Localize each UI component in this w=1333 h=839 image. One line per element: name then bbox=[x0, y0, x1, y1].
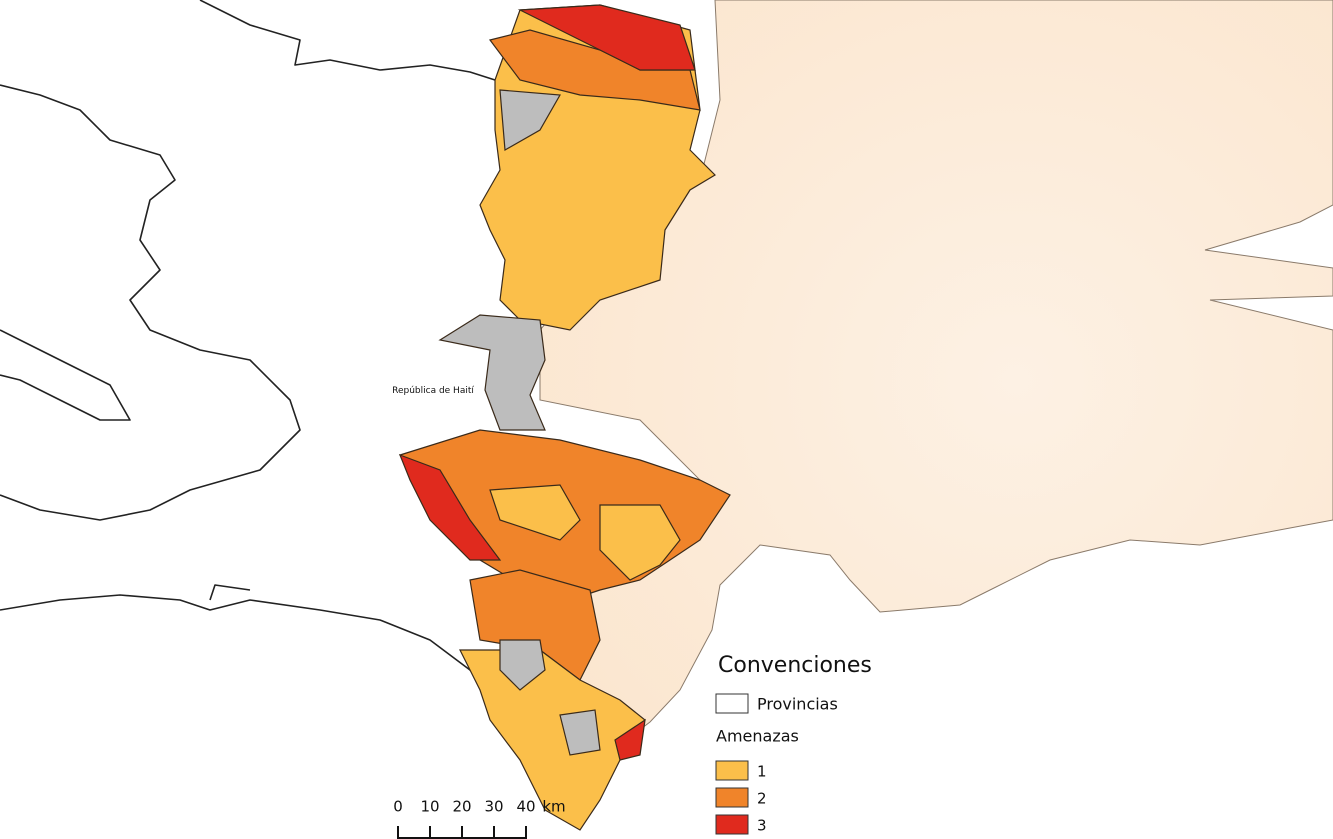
hazard-legend: 1 2 3 bbox=[715, 760, 767, 835]
legend-label: 3 bbox=[757, 817, 767, 835]
legend-swatch bbox=[715, 760, 749, 781]
legend-title: Convenciones bbox=[718, 653, 872, 678]
scale-label: 40 bbox=[516, 798, 535, 816]
legend-swatch bbox=[715, 693, 749, 714]
scale-label: 30 bbox=[484, 798, 503, 816]
hazard-zones bbox=[398, 4, 731, 831]
legend: Convenciones Provincias Amenazas 1 2 3 bbox=[715, 653, 872, 835]
legend-label: 1 bbox=[757, 763, 767, 781]
legend-subtitle: Amenazas bbox=[716, 727, 799, 746]
legend-label: Provincias bbox=[757, 695, 838, 714]
scale-label: 20 bbox=[452, 798, 471, 816]
scale-label: 0 bbox=[393, 798, 403, 816]
country-label: República de Haití bbox=[392, 386, 474, 396]
scale-bar: 0 10 20 30 40 km bbox=[393, 798, 566, 839]
haiti-outlines bbox=[0, 0, 496, 691]
legend-label: 2 bbox=[757, 790, 767, 808]
dominican-republic bbox=[539, 0, 1333, 761]
legend-swatch bbox=[715, 814, 749, 835]
legend-swatch bbox=[715, 787, 749, 808]
scale-label: 10 bbox=[420, 798, 439, 816]
scale-unit: km bbox=[542, 798, 565, 816]
